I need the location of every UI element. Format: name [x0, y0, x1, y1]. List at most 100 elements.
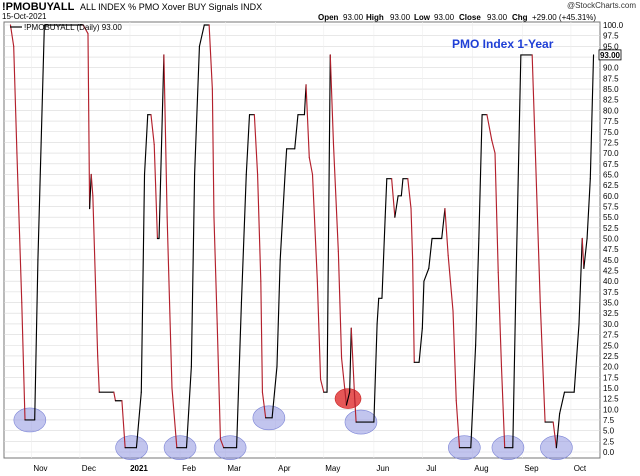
x-tick-label: Dec: [82, 464, 96, 473]
pmo-segment-up: [349, 327, 352, 393]
pmo-segment-down: [163, 54, 168, 218]
y-tick-label: 87.5: [603, 74, 619, 83]
pmo-segment-up: [400, 178, 404, 197]
y-tick-label: 67.5: [603, 160, 619, 169]
y-tick-label: 77.5: [603, 117, 619, 126]
x-tick-label: Oct: [574, 464, 587, 473]
y-tick-label: 52.5: [603, 224, 619, 233]
pmo-segment-down: [444, 208, 449, 257]
y-tick-label: 42.5: [603, 267, 619, 276]
pmo-segment-down: [261, 391, 267, 419]
pmo-segment-down: [353, 393, 357, 423]
y-tick-label: 60.0: [603, 192, 619, 201]
pmo-segment-down: [92, 195, 99, 357]
y-tick-label: 65.0: [603, 170, 619, 179]
pmo-segment-up: [236, 301, 243, 449]
open-value: 93.00: [343, 13, 364, 22]
x-tick-label: Jun: [376, 464, 389, 473]
pmo-segment-up: [135, 391, 142, 449]
close-label: Close: [459, 13, 481, 22]
y-tick-label: 85.0: [603, 85, 619, 94]
x-tick-label: 2021: [130, 464, 148, 473]
y-tick-label: 35.0: [603, 299, 619, 308]
pmo-segment-up: [478, 114, 483, 240]
pmo-segment-down: [319, 378, 325, 393]
low-value: 93.00: [434, 13, 455, 22]
pmo-segment-down: [581, 237, 585, 269]
pmo-segment-down: [305, 84, 310, 158]
y-tick-label: 15.0: [603, 384, 619, 393]
plot-frame: [3, 21, 601, 459]
pmo-segment-down: [486, 114, 493, 141]
chg-value: +29.00 (+45.31%): [532, 13, 597, 22]
y-tick-label: 90.0: [603, 64, 619, 73]
stockcharts-watermark: @StockCharts.com: [566, 1, 636, 10]
x-tick-label: Aug: [474, 464, 488, 473]
y-tick-label: 70.0: [603, 149, 619, 158]
chart-description: ALL INDEX % PMO Xover BUY Signals INDX: [80, 2, 263, 12]
pmo-segment-up: [573, 323, 580, 393]
last-value-box: 93.00: [598, 49, 622, 61]
y-tick-label: 72.5: [603, 138, 619, 147]
y-tick-label: 0.0: [603, 448, 615, 457]
pmo-segment-up: [512, 280, 517, 449]
y-axis: 0.0 2.55.0 7.5 10.012.5 15.0 17.520.0 22.5 25.0…: [603, 21, 624, 457]
pmo-segment-up: [279, 173, 286, 261]
pmo-segment-down: [153, 143, 159, 240]
high-label: High: [366, 13, 384, 22]
pmo-segment-down: [332, 143, 339, 252]
pmo-segment-up: [559, 391, 566, 415]
y-tick-label: 57.5: [603, 202, 619, 211]
y-tick-label: 45.0: [603, 256, 619, 265]
pmo-segment-down: [260, 280, 264, 393]
pmo-segment-down: [13, 45, 18, 154]
pmo-segment-up: [326, 54, 331, 393]
pmo-segment-up: [376, 297, 380, 325]
pmo-segment-up: [345, 391, 351, 406]
annotation-title: PMO Index 1-Year: [452, 37, 554, 51]
pmo-segment-up: [578, 237, 583, 325]
pmo-segment-down: [407, 178, 412, 210]
pmo-segment-up: [284, 148, 288, 176]
pmo-segment-down: [87, 32, 91, 210]
pmo-segment-down: [455, 400, 461, 449]
pmo-segment-down: [213, 216, 218, 325]
pmo-segment-down: [311, 173, 318, 282]
pmo-segment-down: [113, 391, 117, 402]
x-tick-label: Sep: [524, 464, 539, 473]
pmo-segment-up: [475, 237, 480, 346]
pmo-segment-up: [384, 178, 388, 218]
low-label: Low: [414, 13, 430, 22]
y-tick-label: 80.0: [603, 106, 619, 115]
y-tick-label: 40.0: [603, 277, 619, 286]
y-tick-label: 25.0: [603, 341, 619, 350]
pmo-segment-down: [257, 173, 262, 282]
y-tick-label: 95.0: [603, 42, 619, 51]
pmo-segment-up: [140, 173, 146, 393]
pmo-segment-down: [16, 152, 23, 304]
y-tick-label: 62.5: [603, 181, 619, 190]
pmo-segment-up: [190, 173, 196, 368]
pmo-segment-down: [208, 24, 213, 90]
pmo-segment-down: [166, 216, 173, 389]
pmo-segment-up: [245, 114, 251, 176]
pmo-segment-down: [410, 208, 414, 261]
y-tick-label: 5.0: [603, 427, 615, 436]
pmo-segment-down: [497, 272, 503, 368]
pmo-segment-up: [583, 237, 588, 269]
pmo-segment-up: [373, 323, 378, 423]
pmo-segment-down: [337, 250, 343, 359]
y-tick-label: 20.0: [603, 363, 619, 372]
y-tick-label: 50.0: [603, 235, 619, 244]
pmo-segment-up: [89, 173, 92, 210]
pmo-segment-up: [143, 114, 149, 176]
pmo-segment-up: [555, 412, 561, 449]
pmo-segment-down: [539, 301, 546, 423]
pmo-segment-down: [308, 156, 314, 176]
y-tick-label: 10.0: [603, 405, 619, 414]
pmo-segment-down: [316, 280, 322, 380]
y-tick-label: 17.5: [603, 373, 619, 382]
pmo-segment-up: [194, 45, 201, 176]
pmo-segment-up: [158, 54, 165, 240]
